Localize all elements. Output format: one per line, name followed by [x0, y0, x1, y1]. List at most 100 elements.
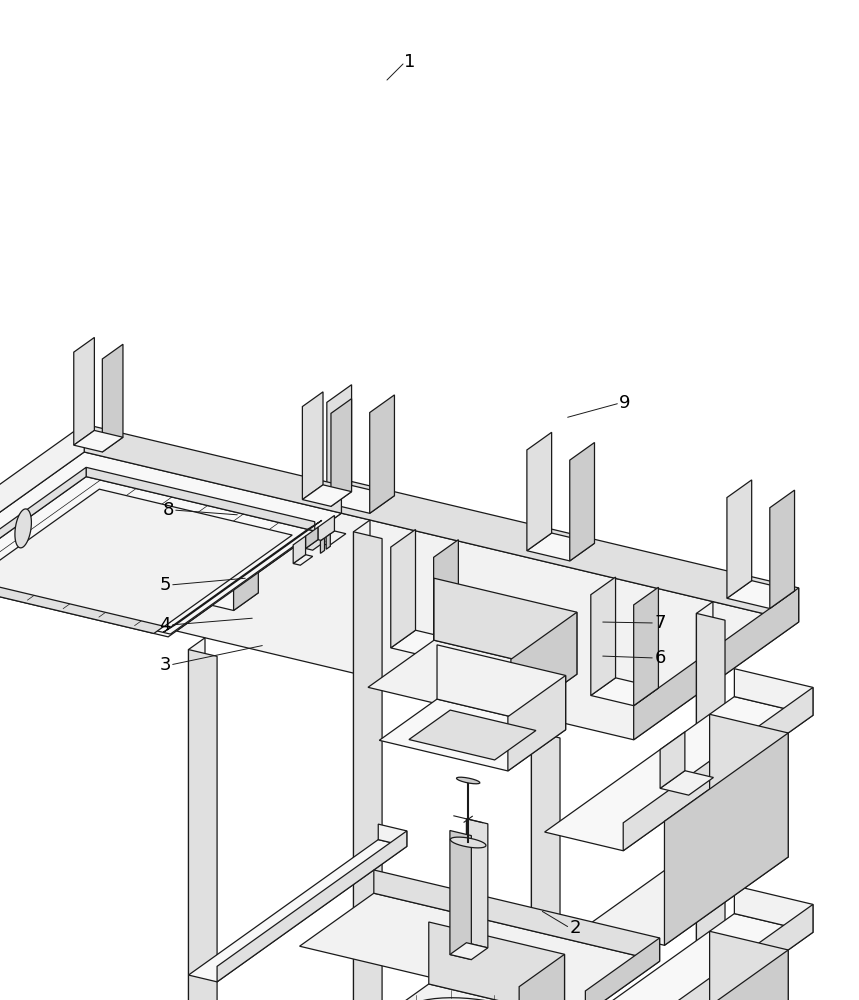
Polygon shape — [158, 588, 207, 609]
Polygon shape — [306, 527, 318, 548]
Polygon shape — [163, 520, 322, 632]
Polygon shape — [697, 613, 725, 1000]
Polygon shape — [186, 502, 207, 609]
Polygon shape — [734, 669, 813, 715]
Polygon shape — [434, 540, 459, 658]
Polygon shape — [188, 638, 205, 1000]
Text: 7: 7 — [655, 614, 666, 632]
Polygon shape — [511, 612, 577, 721]
Polygon shape — [660, 732, 685, 788]
Polygon shape — [545, 697, 813, 851]
Polygon shape — [710, 714, 789, 857]
Polygon shape — [74, 430, 123, 452]
Polygon shape — [429, 922, 564, 1000]
Polygon shape — [300, 893, 660, 1000]
Polygon shape — [15, 509, 32, 548]
Polygon shape — [770, 490, 795, 609]
Text: 6: 6 — [655, 649, 666, 667]
Polygon shape — [734, 886, 813, 932]
Polygon shape — [391, 630, 459, 658]
Polygon shape — [234, 492, 259, 610]
Polygon shape — [374, 870, 660, 961]
Polygon shape — [302, 485, 351, 506]
Polygon shape — [158, 495, 179, 603]
Polygon shape — [391, 529, 416, 648]
Polygon shape — [434, 578, 577, 674]
Polygon shape — [591, 678, 658, 706]
Text: 1: 1 — [405, 53, 416, 71]
Polygon shape — [191, 482, 216, 600]
Polygon shape — [0, 489, 292, 626]
Polygon shape — [697, 602, 713, 1000]
Polygon shape — [318, 531, 346, 545]
Polygon shape — [326, 534, 331, 549]
Polygon shape — [624, 687, 813, 851]
Polygon shape — [293, 536, 306, 564]
Polygon shape — [403, 998, 542, 1000]
Polygon shape — [326, 385, 351, 503]
Polygon shape — [306, 540, 325, 550]
Polygon shape — [176, 513, 799, 740]
Text: 3: 3 — [159, 656, 171, 674]
Text: 4: 4 — [159, 616, 171, 634]
Polygon shape — [586, 838, 789, 945]
Polygon shape — [665, 733, 789, 945]
Polygon shape — [320, 538, 325, 553]
Polygon shape — [527, 533, 594, 561]
Polygon shape — [727, 480, 752, 598]
Polygon shape — [0, 477, 314, 634]
Polygon shape — [217, 831, 407, 982]
Polygon shape — [456, 777, 480, 784]
Polygon shape — [508, 675, 565, 771]
Polygon shape — [409, 710, 536, 760]
Polygon shape — [318, 515, 334, 543]
Polygon shape — [466, 819, 488, 948]
Polygon shape — [368, 640, 577, 721]
Polygon shape — [660, 771, 714, 795]
Text: 8: 8 — [162, 501, 174, 519]
Polygon shape — [634, 587, 658, 706]
Polygon shape — [450, 943, 488, 960]
Polygon shape — [383, 984, 564, 1000]
Polygon shape — [710, 931, 789, 1000]
Polygon shape — [102, 344, 123, 452]
Polygon shape — [354, 520, 370, 1000]
Polygon shape — [191, 583, 259, 610]
Polygon shape — [326, 485, 394, 513]
Polygon shape — [74, 337, 94, 445]
Polygon shape — [0, 574, 170, 633]
Polygon shape — [591, 577, 616, 695]
Polygon shape — [585, 938, 660, 1000]
Polygon shape — [380, 699, 565, 771]
Polygon shape — [634, 588, 799, 740]
Polygon shape — [0, 467, 86, 580]
Polygon shape — [369, 395, 394, 513]
Polygon shape — [519, 954, 564, 1000]
Text: 2: 2 — [570, 919, 581, 937]
Polygon shape — [545, 914, 813, 1000]
Polygon shape — [450, 831, 472, 960]
Polygon shape — [727, 581, 795, 609]
Polygon shape — [84, 424, 341, 513]
Polygon shape — [302, 392, 323, 500]
Polygon shape — [331, 399, 351, 506]
Polygon shape — [527, 432, 551, 551]
Polygon shape — [532, 719, 548, 1000]
Polygon shape — [0, 424, 84, 576]
Polygon shape — [341, 479, 799, 622]
Polygon shape — [624, 904, 813, 1000]
Polygon shape — [665, 950, 789, 1000]
Polygon shape — [188, 840, 407, 982]
Polygon shape — [188, 650, 217, 1000]
Polygon shape — [532, 731, 560, 1000]
Polygon shape — [354, 532, 382, 1000]
Polygon shape — [570, 442, 594, 561]
Polygon shape — [293, 555, 313, 565]
Text: 9: 9 — [619, 394, 631, 412]
Polygon shape — [86, 467, 314, 531]
Polygon shape — [437, 645, 565, 730]
Polygon shape — [378, 824, 407, 846]
Polygon shape — [450, 837, 486, 848]
Text: 5: 5 — [159, 576, 171, 594]
Polygon shape — [0, 452, 341, 637]
